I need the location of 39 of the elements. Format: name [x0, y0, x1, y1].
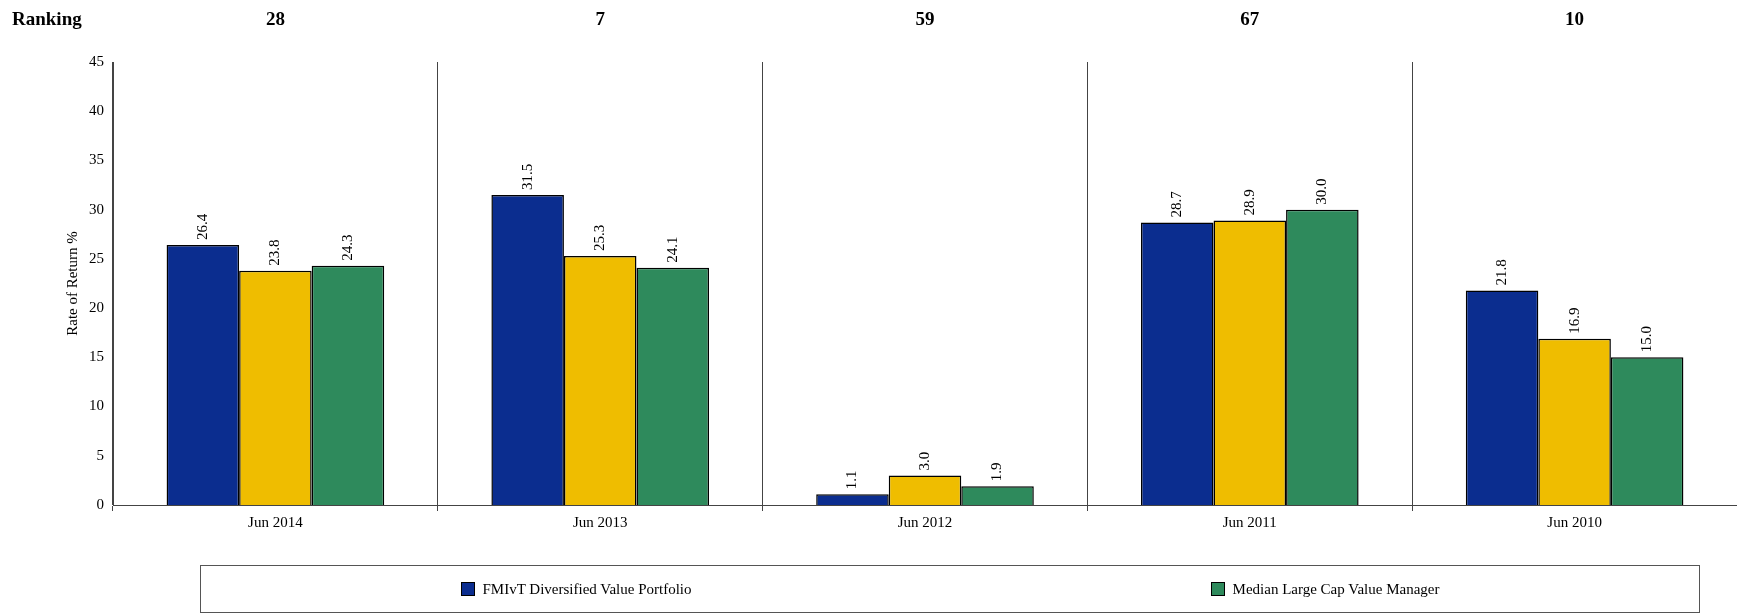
data-label: 3.0: [915, 451, 932, 471]
text: Ranking: [12, 7, 83, 29]
data-label: 21.8: [1493, 259, 1509, 286]
text: 7: [595, 7, 606, 29]
y-axis-title: Rate of Return %: [63, 231, 80, 336]
y-tick-label: 45: [89, 52, 104, 69]
data-label: 30.0: [1313, 178, 1330, 205]
y-tick-label: 40: [89, 102, 104, 119]
y-tick-label: 0: [96, 495, 104, 512]
legend-label: FMIvT Diversified Value Portfolio: [482, 580, 692, 598]
data-label: 31.5: [518, 163, 535, 190]
x-tick-label: Jun 2012: [897, 513, 953, 530]
data-label: 1.1: [843, 470, 860, 490]
text: 28: [265, 7, 285, 29]
text: 10: [1565, 7, 1585, 29]
y-tick-label: 35: [89, 151, 104, 168]
data-label: 25.3: [591, 224, 608, 251]
data-label: 26.4: [193, 213, 210, 241]
y-tick-label: 15: [89, 348, 104, 365]
data-label: 24.3: [338, 234, 355, 261]
y-tick-label: 30: [89, 200, 104, 217]
x-tick-label: Jun 2011: [1222, 513, 1277, 530]
data-label: 28.7: [1168, 190, 1185, 218]
y-tick-label: 20: [89, 299, 104, 316]
x-tick-label: Jun 2014: [248, 513, 304, 530]
data-label: 28.9: [1240, 189, 1257, 216]
x-tick-label: Jun 2010: [1547, 513, 1602, 530]
text: 67: [1240, 7, 1260, 29]
legend-label: Median Large Cap Value Manager: [1232, 580, 1440, 598]
data-label: 23.8: [266, 239, 283, 266]
data-label: 16.9: [1565, 307, 1582, 334]
data-label: 15.0: [1638, 326, 1655, 353]
text: 59: [915, 7, 935, 29]
data-label: 24.1: [663, 236, 680, 263]
x-tick-label: Jun 2013: [572, 513, 628, 530]
y-tick-label: 25: [89, 249, 104, 266]
y-tick-label: 10: [89, 397, 104, 414]
y-tick-label: 5: [96, 446, 104, 463]
data-label: 1.9: [988, 462, 1005, 482]
